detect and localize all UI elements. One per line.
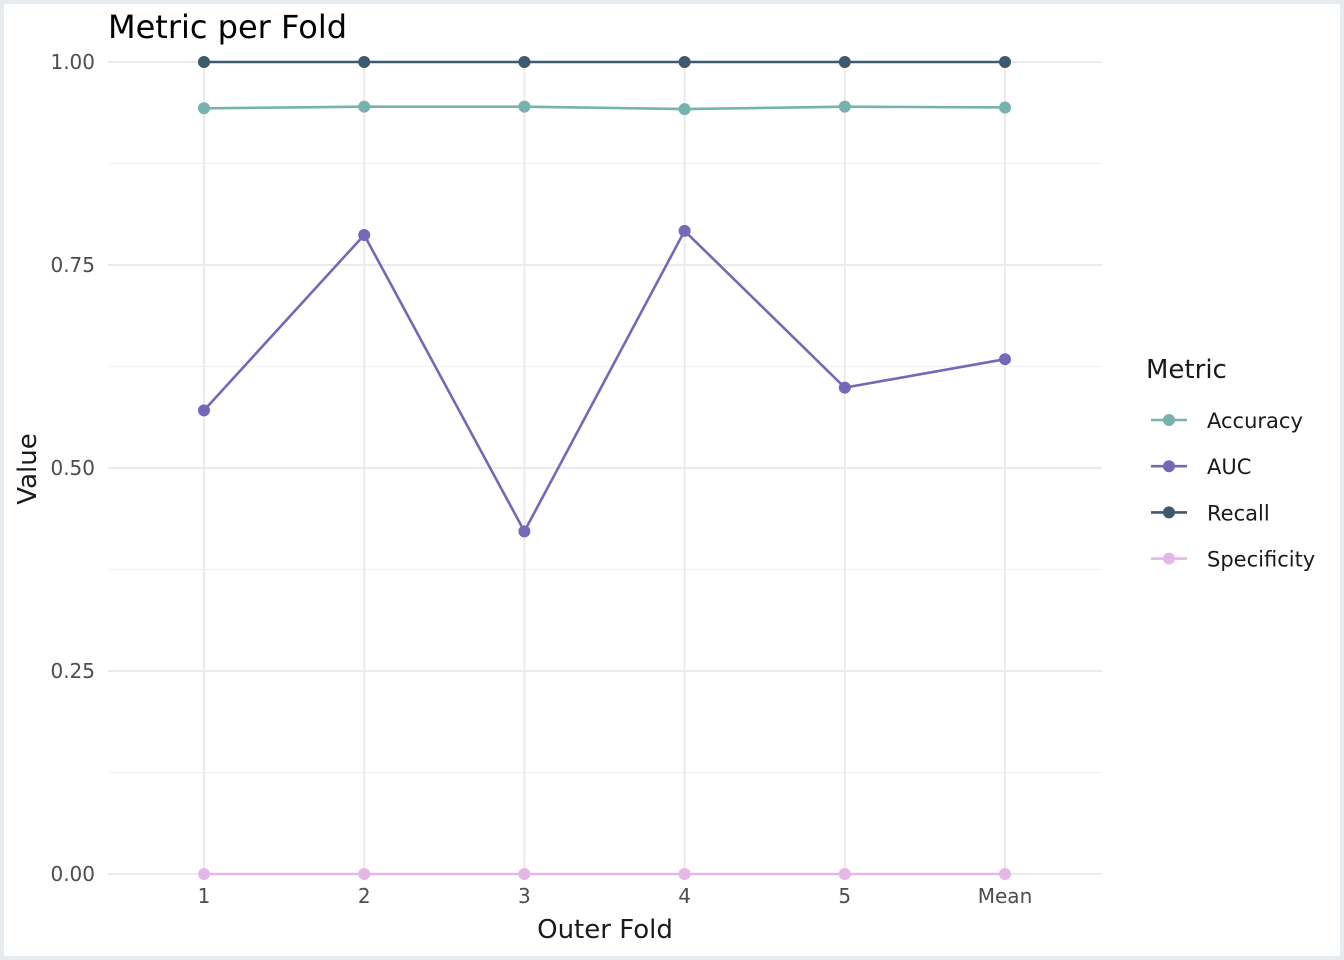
legend-item-auc: AUC	[1151, 455, 1251, 479]
legend-label: AUC	[1207, 455, 1251, 479]
chart-title: Metric per Fold	[108, 8, 347, 46]
data-point	[198, 868, 210, 880]
series-specificity	[198, 868, 1011, 880]
data-point	[518, 100, 531, 113]
legend: Metric Accuracy AUC Recall Specificity	[1146, 355, 1315, 572]
y-tick-label: 1.00	[50, 50, 95, 74]
data-point	[358, 56, 371, 68]
y-tick-label: 0.00	[50, 862, 95, 886]
x-tick-label: 5	[838, 884, 851, 908]
data-point	[838, 100, 851, 113]
legend-key-point	[1163, 552, 1175, 565]
data-point	[999, 353, 1011, 366]
y-axis-ticks: 0.00 0.25 0.50 0.75 1.00	[50, 50, 95, 886]
x-tick-label: 1	[198, 884, 211, 908]
data-point	[198, 56, 210, 68]
data-point	[198, 102, 210, 115]
legend-label: Specificity	[1207, 548, 1315, 572]
y-axis-title: Value	[13, 433, 43, 504]
data-point	[678, 224, 691, 237]
line-chart: 0.00 0.25 0.50 0.75 1.00 1 2 3 4 5 Mean Metric pe…	[13, 8, 1315, 945]
data-point	[358, 868, 371, 880]
series-accuracy	[198, 100, 1011, 116]
series-line	[203, 105, 1006, 111]
data-point	[198, 404, 210, 417]
legend-title: Metric	[1146, 355, 1227, 385]
legend-key-point	[1163, 506, 1175, 519]
x-tick-label: 3	[518, 884, 531, 908]
series-line	[203, 229, 1006, 533]
data-point	[999, 101, 1011, 114]
legend-key-point	[1163, 414, 1175, 426]
data-point	[518, 868, 531, 880]
x-axis-title: Outer Fold	[537, 915, 673, 945]
legend-item-specificity: Specificity	[1151, 548, 1315, 572]
x-tick-label: Mean	[978, 884, 1033, 908]
legend-label: Recall	[1207, 501, 1270, 525]
data-point	[999, 868, 1011, 880]
x-tick-label: 2	[358, 884, 371, 908]
data-point	[518, 56, 531, 68]
legend-key-point	[1163, 460, 1175, 473]
y-tick-label: 0.75	[50, 253, 95, 277]
legend-item-recall: Recall	[1151, 501, 1270, 525]
series-recall	[198, 56, 1011, 68]
data-point	[358, 100, 371, 113]
data-point	[678, 103, 691, 116]
data-point	[999, 56, 1011, 68]
data-point	[518, 525, 531, 538]
series-auc	[198, 224, 1011, 538]
data-point	[838, 381, 851, 394]
x-axis-ticks: 1 2 3 4 5 Mean	[198, 884, 1033, 908]
legend-items: Accuracy AUC Recall Specificity	[1151, 409, 1315, 572]
data-point	[838, 868, 851, 880]
data-point	[358, 228, 371, 241]
grid-lines	[108, 61, 1102, 875]
data-point	[678, 868, 691, 880]
legend-label: Accuracy	[1207, 409, 1303, 433]
data-point	[678, 56, 691, 68]
series-lines	[198, 56, 1011, 880]
chart-panel: 0.00 0.25 0.50 0.75 1.00 1 2 3 4 5 Mean Metric pe…	[4, 4, 1340, 956]
y-tick-label: 0.25	[50, 659, 95, 683]
x-tick-label: 4	[678, 884, 691, 908]
data-point	[838, 56, 851, 68]
y-tick-label: 0.50	[50, 456, 95, 480]
legend-item-accuracy: Accuracy	[1151, 409, 1303, 433]
